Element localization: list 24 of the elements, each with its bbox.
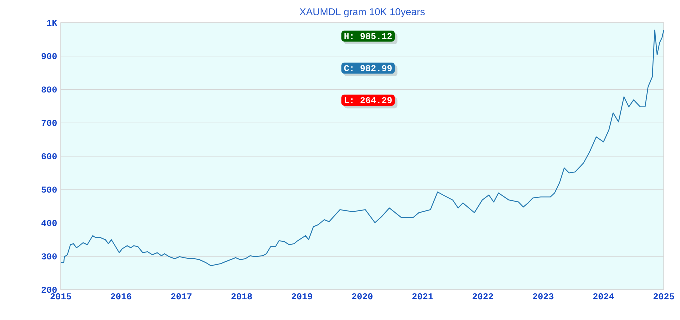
- y-tick-label: 400: [42, 220, 57, 226]
- x-tick-label: 2022: [472, 294, 494, 300]
- annotation: L: 264.29: [345, 97, 392, 104]
- y-tick-label: 300: [42, 254, 57, 260]
- y-tick-label: 200: [42, 286, 57, 294]
- y-tick-label: 600: [42, 153, 57, 160]
- y-tick-label: 1K: [47, 20, 58, 26]
- y-tick-label: 800: [42, 86, 57, 93]
- x-tick-label: 2024: [593, 294, 614, 300]
- x-tick-label: 2018: [232, 294, 252, 300]
- y-tick-label: 700: [42, 120, 57, 126]
- x-tick-label: 2021: [412, 294, 434, 300]
- annotation: H: 985.12: [344, 33, 392, 40]
- x-tick-label: 2016: [111, 294, 132, 300]
- y-tick-label: 900: [42, 53, 57, 60]
- x-tick-label: 2017: [171, 294, 192, 300]
- annotation: C: 982.99: [344, 65, 392, 72]
- y-tick-label: 500: [42, 186, 57, 193]
- chart-title: XAUMDL gram 10K 10years: [300, 8, 425, 18]
- x-tick-label: 2020: [352, 294, 373, 300]
- x-tick-label: 2023: [533, 294, 554, 300]
- x-tick-label: 2015: [50, 294, 72, 300]
- x-tick-label: 2019: [292, 294, 312, 300]
- x-tick-label: 2025: [654, 294, 674, 300]
